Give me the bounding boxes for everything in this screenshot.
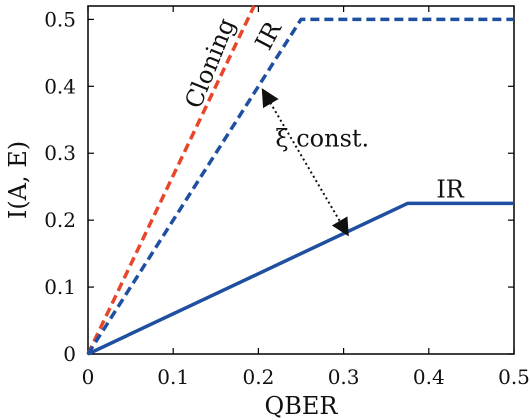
axis-ticks: 0 0.1 0.2 0.3 0.4 0.5 0 0.1 0.2 0.3 0.4 0.5: [44, 6, 530, 389]
plot-frame: [87, 5, 515, 355]
x-tick-label: 0.4: [413, 365, 445, 389]
arrow-layer: [261, 88, 349, 237]
series-line-solid-2: [87, 201, 514, 356]
annotation-3: ξ const.: [275, 125, 369, 153]
y-tick-label: 0.4: [44, 74, 76, 98]
annotation-2: IR: [436, 175, 464, 203]
annotation-0: Cloning: [179, 14, 240, 112]
x-tick-label: 0.2: [242, 365, 274, 389]
y-tick-label: 0: [63, 342, 76, 366]
y-tick-label: 0.3: [44, 141, 76, 165]
series-line-dashed-0: [86, 5, 256, 355]
x-tick-label: 0.1: [157, 365, 189, 389]
annotations: Cloning IR IR ξ const.: [179, 14, 464, 203]
y-tick-label: 0.2: [44, 208, 76, 232]
y-axis-title: I(A, E): [4, 141, 32, 219]
xi-const-arrow: [261, 88, 349, 237]
x-tick-label: 0.5: [498, 365, 530, 389]
y-tick-label: 0.5: [44, 7, 76, 31]
annotation-1: IR: [250, 16, 288, 54]
x-tick-label: 0: [82, 365, 95, 389]
series-line-dashed-1: [86, 17, 514, 355]
x-axis-title: QBER: [265, 392, 339, 420]
y-tick-label: 0.1: [44, 275, 76, 299]
series-group: [86, 5, 514, 356]
x-tick-label: 0.3: [328, 365, 360, 389]
